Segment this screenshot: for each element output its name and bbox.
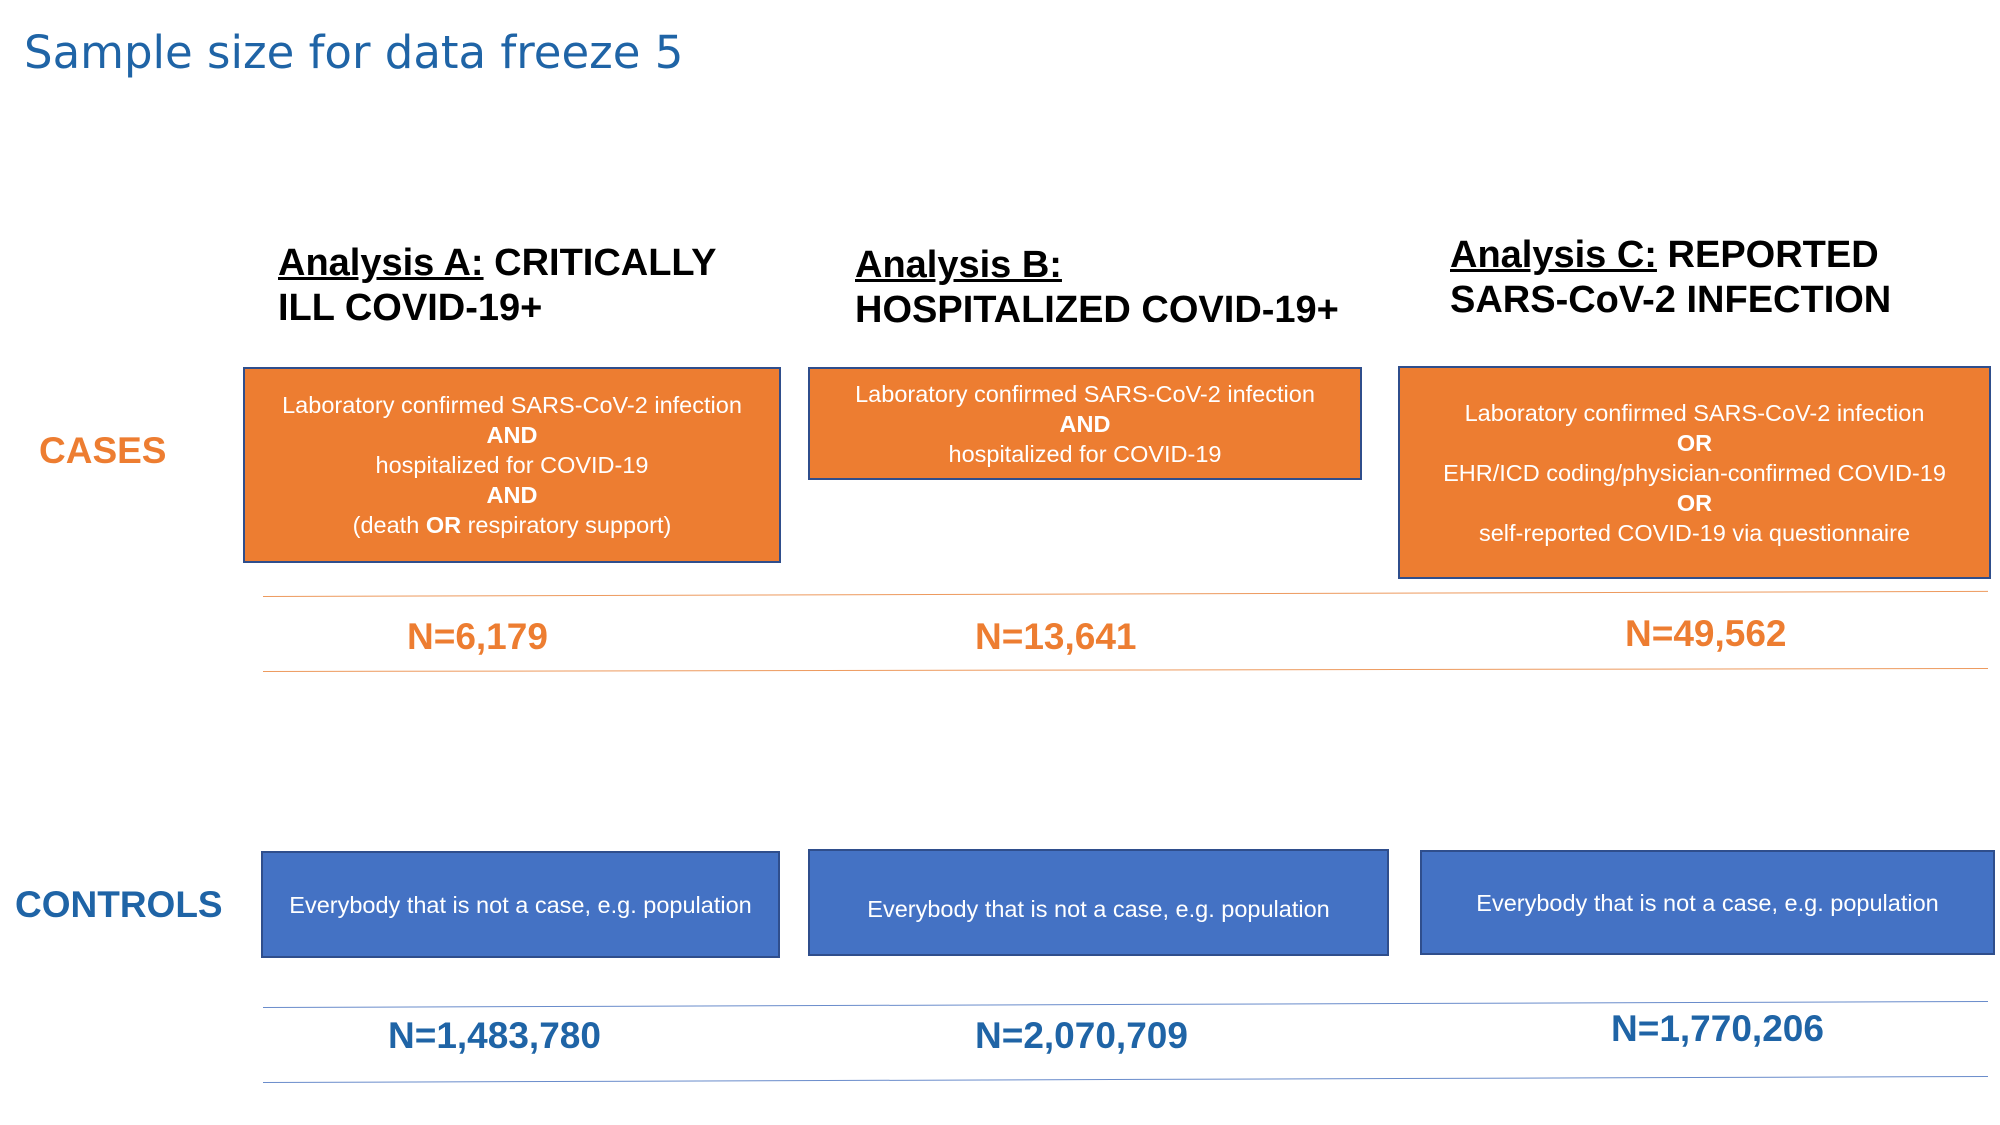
analysis-c-case-line3: self-reported COVID-19 via questionnaire xyxy=(1478,519,1911,546)
analysis-a-case-line3-operator: OR xyxy=(425,512,462,538)
analysis-a-case-definition: Laboratory confirmed SARS-CoV-2 infectio… xyxy=(243,367,781,563)
analysis-a-case-line1: Laboratory confirmed SARS-CoV-2 infectio… xyxy=(282,392,742,418)
analysis-c-controls-count: N=1,770,206 xyxy=(1611,1008,1824,1049)
analysis-b-controls-definition: Everybody that is not a case, e.g. popul… xyxy=(808,849,1389,956)
analysis-a-case-line3: (death OR respiratory support) xyxy=(353,510,672,540)
analysis-b-controls-count: N=2,070,709 xyxy=(975,1015,1188,1056)
analysis-a-heading-title-part1: CRITICALLY xyxy=(483,242,717,284)
analysis-a-case-line3-pre: (death xyxy=(352,512,426,538)
analysis-c-heading-title-part2: SARS-CoV-2 INFECTION xyxy=(1450,279,1892,321)
analysis-b-heading-label: Analysis B: xyxy=(855,244,1062,286)
analysis-c-controls-definition: Everybody that is not a case, e.g. popul… xyxy=(1420,850,1995,955)
analysis-a-heading-title-part2: ILL COVID-19+ xyxy=(278,287,543,329)
analysis-c-case-operator1: OR xyxy=(1676,429,1713,456)
analysis-a-case-operator1: AND xyxy=(486,422,538,448)
controls-top-divider xyxy=(263,1000,1988,1008)
analysis-b-heading-title-part2: HOSPITALIZED COVID-19+ xyxy=(855,289,1339,331)
analysis-c-heading-title-part1: REPORTED xyxy=(1656,234,1879,276)
analysis-b-heading: Analysis B: HOSPITALIZED COVID-19+ xyxy=(855,243,1339,333)
analysis-a-controls-text: Everybody that is not a case, e.g. popul… xyxy=(289,891,752,918)
analysis-a-controls-count: N=1,483,780 xyxy=(388,1015,601,1056)
analysis-a-case-line2: hospitalized for COVID-19 xyxy=(375,452,649,478)
analysis-b-case-line2: hospitalized for COVID-19 xyxy=(948,440,1222,467)
analysis-b-case-operator1: AND xyxy=(1059,410,1111,437)
analysis-c-case-operator2: OR xyxy=(1676,489,1713,516)
analysis-c-case-line1: Laboratory confirmed SARS-CoV-2 infectio… xyxy=(1464,399,1925,426)
analysis-c-cases-count: N=49,562 xyxy=(1625,613,1787,654)
analysis-a-heading: Analysis A: CRITICALLY ILL COVID-19+ xyxy=(278,241,717,331)
cases-bottom-divider xyxy=(263,667,1988,672)
cases-row-label: CASES xyxy=(39,430,167,471)
cases-top-divider xyxy=(263,590,1988,597)
slide-title: Sample size for data freeze 5 xyxy=(24,26,684,79)
analysis-b-controls-text: Everybody that is not a case, e.g. popul… xyxy=(867,895,1330,922)
analysis-a-cases-count: N=6,179 xyxy=(407,616,548,657)
analysis-b-case-definition: Laboratory confirmed SARS-CoV-2 infectio… xyxy=(808,367,1362,480)
controls-row-label: CONTROLS xyxy=(15,884,223,925)
analysis-a-case-line3-post: respiratory support) xyxy=(461,512,672,538)
analysis-b-case-line1: Laboratory confirmed SARS-CoV-2 infectio… xyxy=(855,380,1315,407)
analysis-a-case-operator2: AND xyxy=(486,482,538,508)
controls-bottom-divider xyxy=(263,1075,1988,1083)
analysis-c-case-definition: Laboratory confirmed SARS-CoV-2 infectio… xyxy=(1398,366,1991,579)
analysis-c-heading: Analysis C: REPORTED SARS-CoV-2 INFECTIO… xyxy=(1450,233,1891,323)
analysis-c-controls-text: Everybody that is not a case, e.g. popul… xyxy=(1476,889,1939,916)
analysis-a-heading-label: Analysis A: xyxy=(278,242,484,284)
analysis-c-heading-label: Analysis C: xyxy=(1450,234,1657,276)
analysis-c-case-line2: EHR/ICD coding/physician-confirmed COVID… xyxy=(1443,459,1946,486)
analysis-a-controls-definition: Everybody that is not a case, e.g. popul… xyxy=(261,851,780,958)
analysis-b-cases-count: N=13,641 xyxy=(975,616,1137,657)
